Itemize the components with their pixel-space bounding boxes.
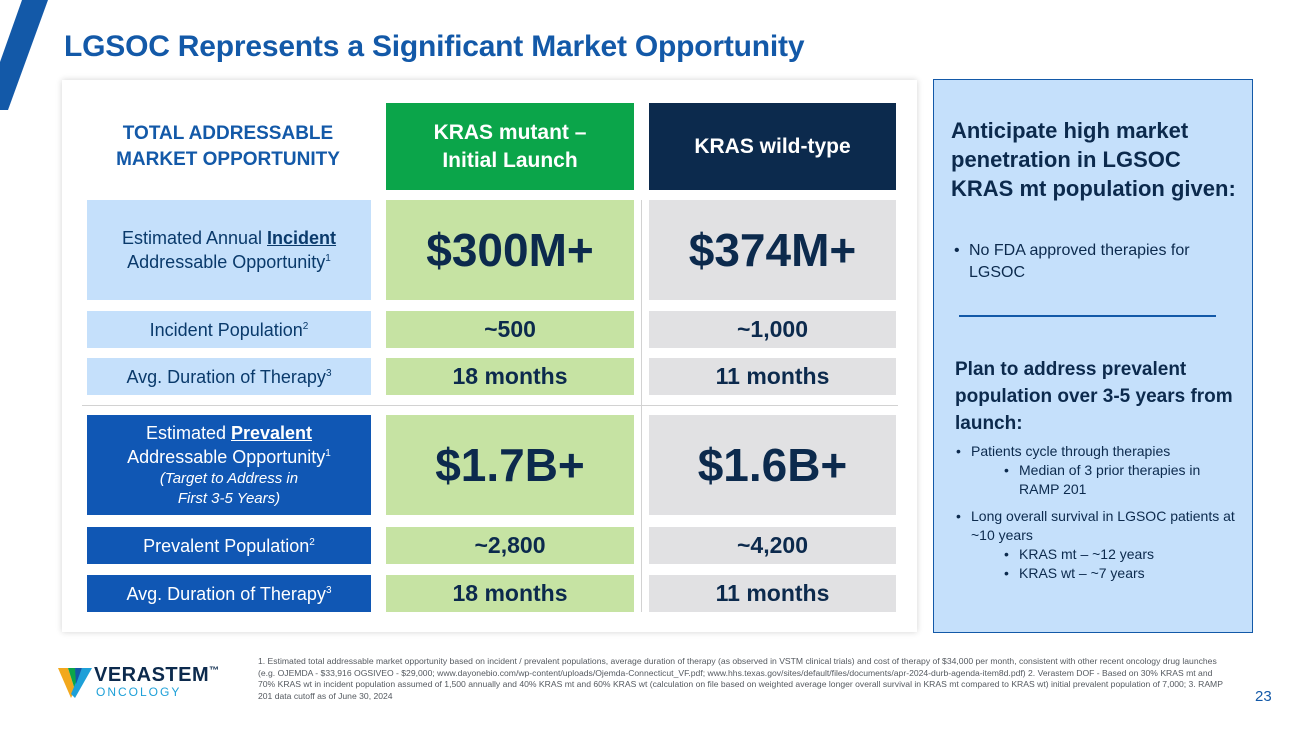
tam-heading-line1: TOTAL ADDRESSABLE <box>122 123 334 144</box>
side-divider <box>959 315 1216 317</box>
prevalent-population-footnote-ref: 2 <box>309 536 315 548</box>
logo-name: VERASTEM™ <box>94 664 220 687</box>
market-opportunity-table: TOTAL ADDRESSABLE MARKET OPPORTUNITY KRA… <box>62 80 917 632</box>
tam-heading-line2: MARKET OPPORTUNITY <box>116 149 340 170</box>
duration-prevalent-label-text: Avg. Duration of Therapy <box>126 583 326 604</box>
row-label-duration-incident: Avg. Duration of Therapy3 <box>87 358 371 395</box>
list-item: KRAS wt – ~7 years <box>1004 564 1241 583</box>
incident-footnote-ref: 1 <box>325 253 331 264</box>
incident-population-wild: ~1,000 <box>649 311 896 348</box>
logo-trademark: ™ <box>209 665 220 677</box>
list-item: Median of 3 prior therapies in RAMP 201 <box>1004 461 1241 499</box>
duration-incident-label-text: Avg. Duration of Therapy <box>126 366 326 387</box>
incident-opportunity-wild: $374M+ <box>649 200 896 300</box>
incident-label-line1: Estimated Annual Incident <box>122 226 336 250</box>
prevalent-opportunity-wild: $1.6B+ <box>649 415 896 515</box>
column-header-kras-mutant-line2: Initial Launch <box>442 148 578 172</box>
list-item: KRAS mt – ~12 years <box>1004 545 1241 564</box>
prevalent-population-label-text: Prevalent Population <box>143 535 310 556</box>
page-title: LGSOC Represents a Significant Market Op… <box>64 30 805 63</box>
incident-label-line2: Addressable Opportunity1 <box>127 250 331 274</box>
table-divider-vertical <box>641 200 642 612</box>
prevalent-target-note-line1: (Target to Address in <box>159 470 299 487</box>
side-heading-market-penetration: Anticipate high market penetration in LG… <box>951 118 1236 201</box>
duration-incident-footnote-ref: 3 <box>325 367 332 379</box>
prevalent-opportunity-mutant: $1.7B+ <box>386 415 634 515</box>
column-header-kras-wild-type: KRAS wild-type <box>649 103 896 190</box>
incident-population-label-text: Incident Population <box>149 319 303 340</box>
table-divider-horizontal <box>82 405 898 406</box>
footnote: 1. Estimated total addressable market op… <box>258 656 1223 701</box>
duration-incident-wild: 11 months <box>649 358 896 395</box>
row-label-incident-opportunity: Estimated Annual Incident Addressable Op… <box>87 200 371 300</box>
row-label-prevalent-opportunity: Estimated Prevalent Addressable Opportun… <box>87 415 371 515</box>
list-item: Patients cycle through therapies <box>956 442 1241 461</box>
incident-label-line2-text: Addressable Opportunity <box>127 252 326 272</box>
duration-prevalent-mutant: 18 months <box>386 575 634 612</box>
side-bullets-prevalent: Patients cycle through therapies Median … <box>956 442 1241 583</box>
incident-label-underlined: Incident <box>267 228 337 248</box>
prevalent-label-prefix: Estimated <box>145 423 231 443</box>
incident-population-footnote-ref: 2 <box>302 320 309 332</box>
prevalent-population-wild: ~4,200 <box>649 527 896 564</box>
duration-prevalent-footnote-ref: 3 <box>325 584 332 596</box>
row-label-prevalent-population: Prevalent Population2 <box>87 527 371 564</box>
incident-opportunity-mutant: $300M+ <box>386 200 634 300</box>
duration-incident-label: Avg. Duration of Therapy3 <box>126 365 331 389</box>
list-item: Long overall survival in LGSOC patients … <box>956 507 1241 545</box>
duration-incident-mutant: 18 months <box>386 358 634 395</box>
duration-prevalent-wild: 11 months <box>649 575 896 612</box>
company-logo: VERASTEM™ ONCOLOGY <box>58 660 220 700</box>
list-item: No FDA approved therapies for LGSOC <box>954 240 1239 284</box>
logo-subtitle: ONCOLOGY <box>96 685 182 699</box>
incident-label-prefix: Estimated Annual <box>121 228 268 248</box>
verastem-v-logo-icon <box>58 668 92 698</box>
prevalent-label-line2: Addressable Opportunity1 <box>127 445 331 469</box>
side-panel: Anticipate high market penetration in LG… <box>933 79 1253 633</box>
corner-stripe-decoration <box>0 0 48 110</box>
logo-name-text: VERASTEM <box>94 664 210 686</box>
tam-heading: TOTAL ADDRESSABLE MARKET OPPORTUNITY <box>86 104 370 190</box>
page-number: 23 <box>1255 688 1272 705</box>
prevalent-label-line2-text: Addressable Opportunity <box>127 447 326 467</box>
duration-prevalent-label: Avg. Duration of Therapy3 <box>126 582 331 606</box>
incident-population-mutant: ~500 <box>386 311 634 348</box>
side-bullets-penetration: No FDA approved therapies for LGSOC <box>954 240 1239 284</box>
prevalent-footnote-ref: 1 <box>325 448 331 459</box>
column-header-kras-mutant: KRAS mutant – Initial Launch <box>386 103 634 190</box>
column-header-kras-wild-type-label: KRAS wild-type <box>694 134 851 158</box>
side-heading-prevalent-plan: Plan to address prevalent population ove… <box>955 359 1233 434</box>
prevalent-label-underlined: Prevalent <box>231 423 313 443</box>
row-label-duration-prevalent: Avg. Duration of Therapy3 <box>87 575 371 612</box>
prevalent-target-note-line2: First 3-5 Years) <box>177 490 281 507</box>
prevalent-population-label: Prevalent Population2 <box>143 534 315 558</box>
incident-population-label: Incident Population2 <box>150 318 309 342</box>
prevalent-label-line1: Estimated Prevalent <box>146 421 312 445</box>
column-header-kras-mutant-line1: KRAS mutant – <box>433 120 587 144</box>
row-label-incident-population: Incident Population2 <box>87 311 371 348</box>
prevalent-population-mutant: ~2,800 <box>386 527 634 564</box>
